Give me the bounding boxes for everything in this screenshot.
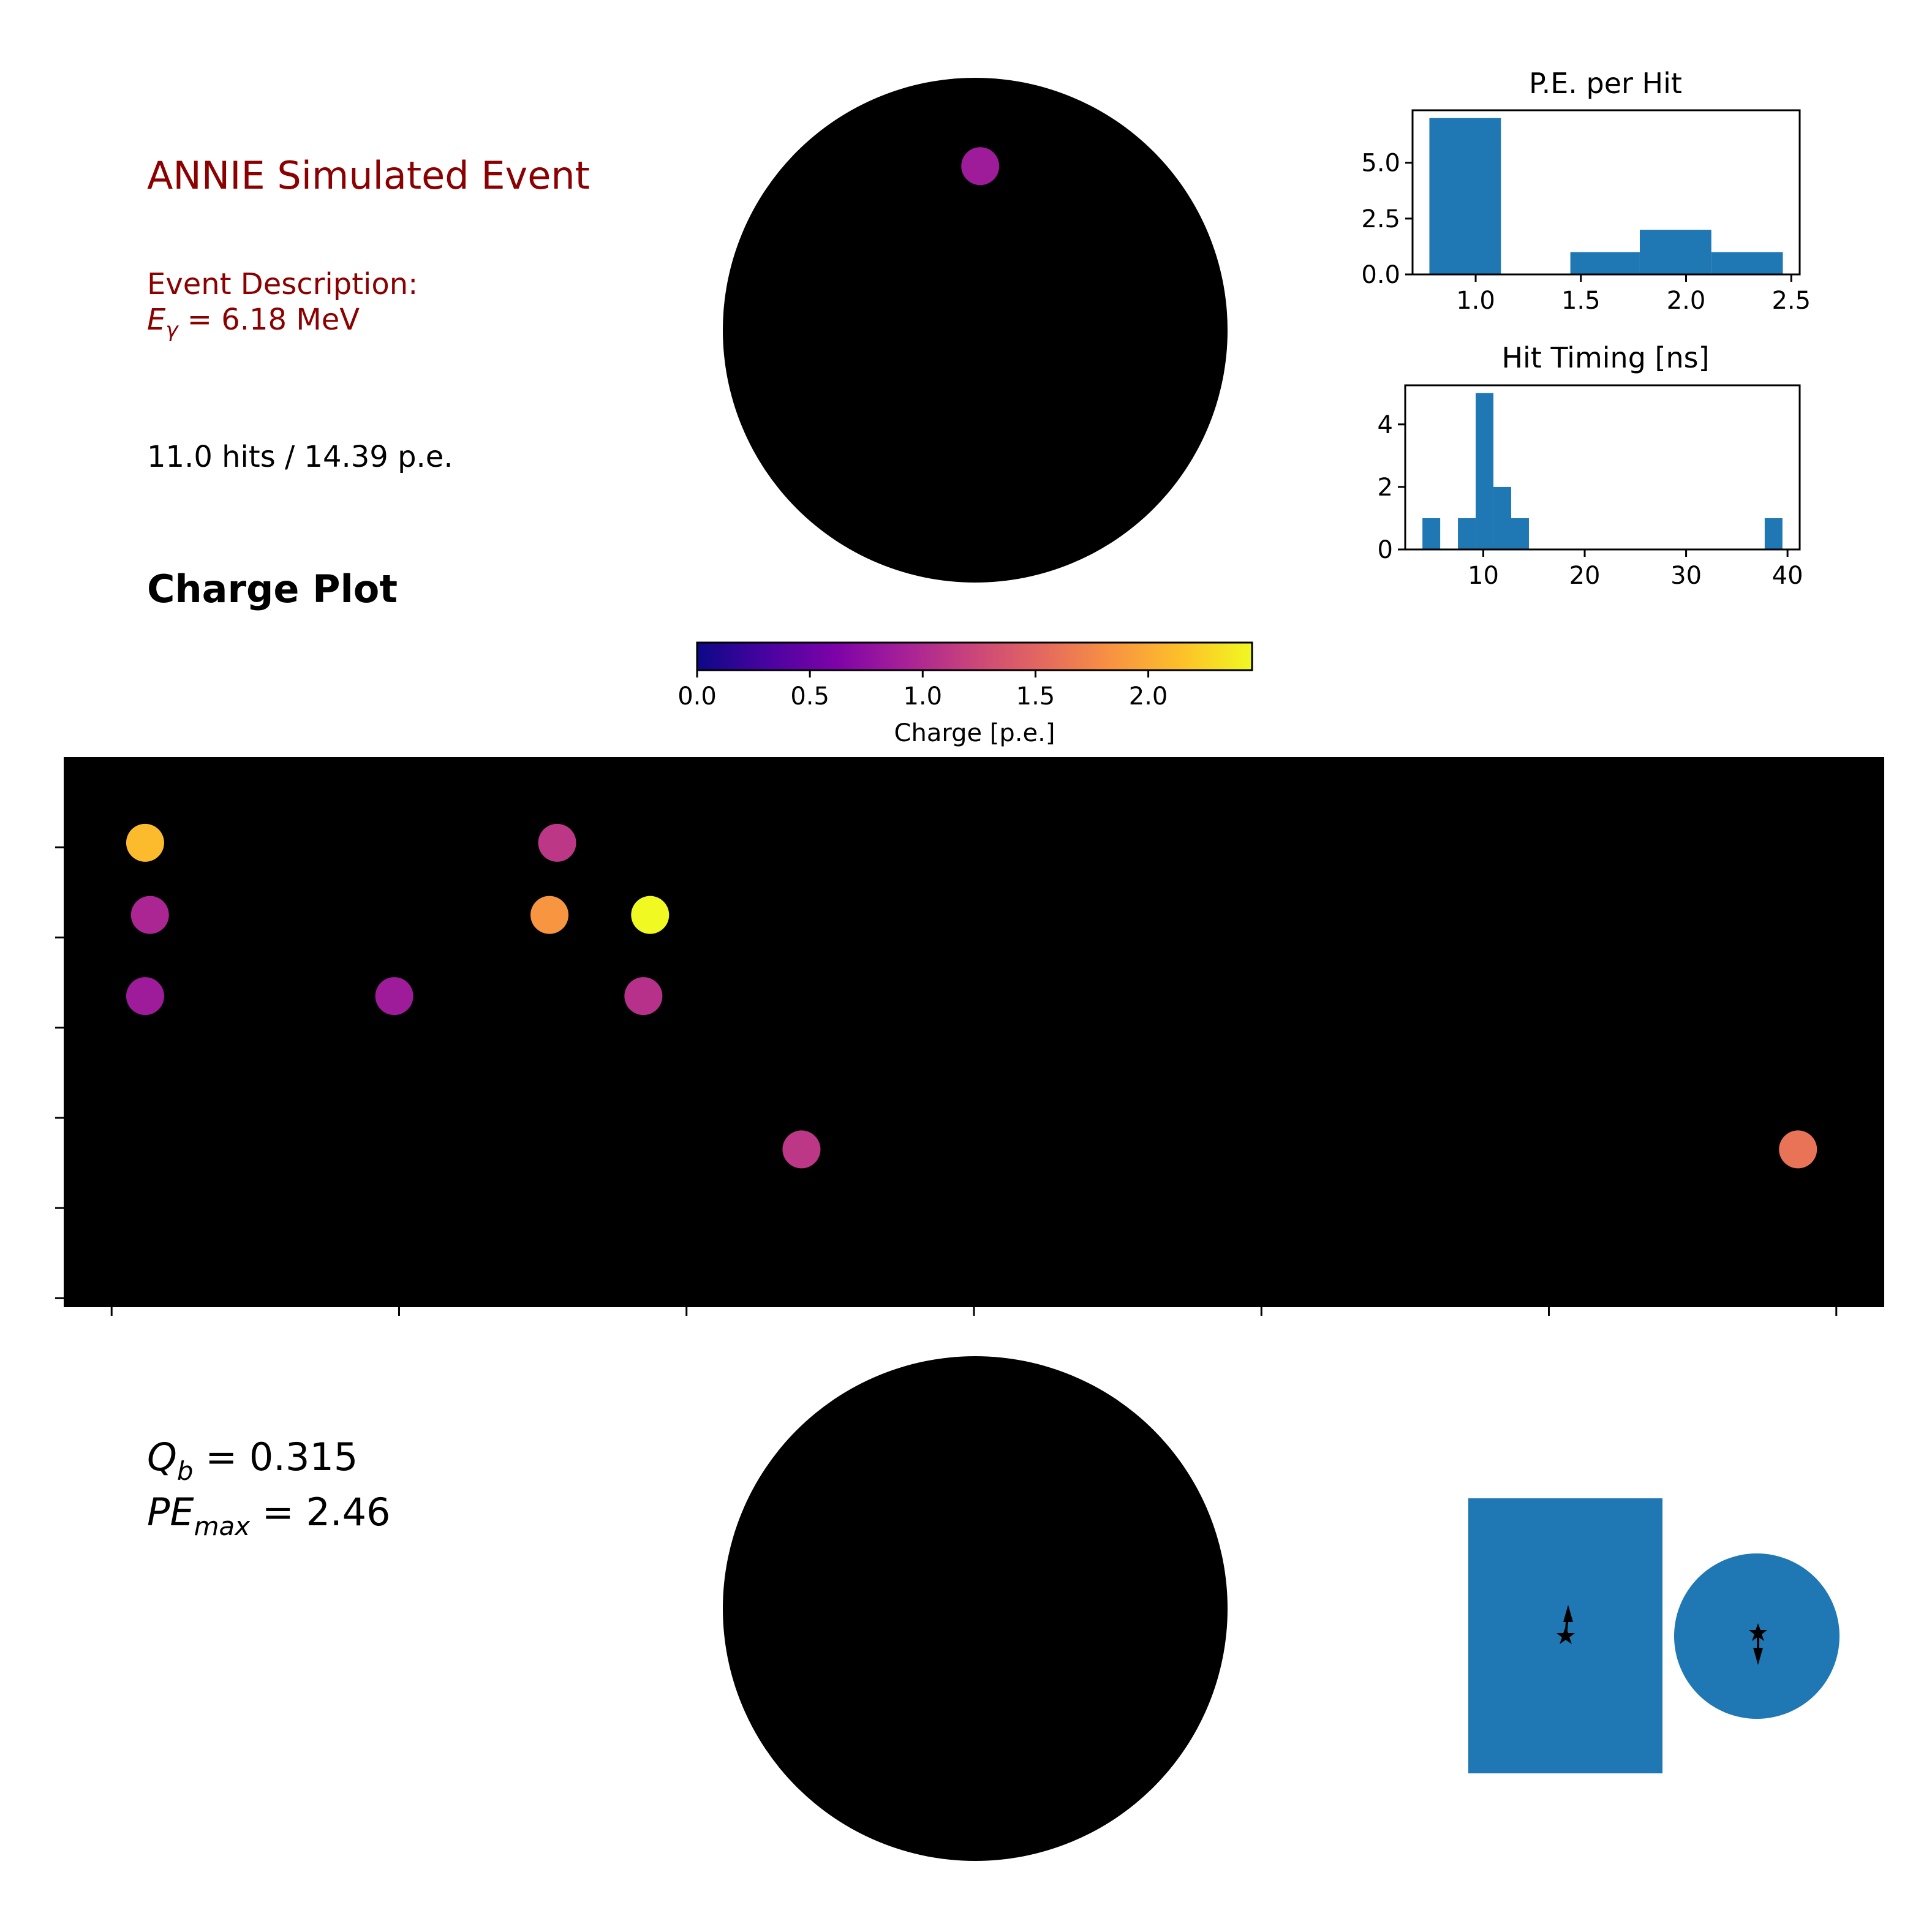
hist2-xtick-label: 40: [1772, 562, 1803, 590]
pe-per-hit-title: P.E. per Hit: [1529, 67, 1682, 100]
hist1-bar: [1711, 252, 1783, 274]
truth-side-vertex-star: [1557, 1626, 1575, 1644]
event-energy: Eγ = 6.18 MeV: [147, 303, 360, 342]
truth-top-arrow-head: [1753, 1648, 1763, 1665]
colorbar-tick-label: 1.5: [1016, 682, 1055, 711]
barrel-hit-point: [1779, 1130, 1817, 1169]
hist1-ytick-label: 2.5: [1361, 205, 1400, 233]
colorbar-tick-label: 0.0: [677, 682, 717, 711]
hist1-xtick-label: 1.5: [1561, 287, 1601, 315]
colorbar-tick-label: 1.0: [903, 682, 942, 711]
hist2-ytick-label: 4: [1378, 411, 1393, 439]
pemax-symbol: PE: [147, 1490, 194, 1534]
charge-plot-label: Charge Plot: [147, 567, 398, 611]
barrel-hit-point: [631, 896, 670, 934]
barrel-hit-point: [782, 1130, 821, 1169]
barrel-hit-point: [538, 823, 576, 862]
hist2-bar: [1476, 393, 1494, 549]
qb-subscript: b: [177, 1456, 194, 1486]
top-cap-hit-point: [961, 147, 1000, 186]
hist2-ytick-label: 2: [1378, 474, 1393, 502]
event-description-label: Event Description:: [147, 267, 418, 301]
colorbar-tick-label: 0.5: [790, 682, 829, 711]
qb-number: = 0.315: [193, 1435, 358, 1479]
pemax-subscript: max: [194, 1511, 251, 1541]
hit-timing-title: Hit Timing [ns]: [1501, 341, 1709, 374]
pe-per-hit-frame: [1411, 109, 1801, 276]
barrel-hit-point: [375, 977, 413, 1016]
hist2-bar: [1422, 518, 1441, 549]
qb-symbol: Q: [147, 1435, 177, 1479]
barrel-hit-point: [530, 896, 569, 934]
barrel-hit-point: [126, 977, 164, 1016]
truth-side-marker: [1557, 1605, 1575, 1644]
hist2-bar: [1511, 518, 1529, 549]
barrel-hit-point: [624, 977, 663, 1016]
hit-timing-x-axis: 10 20 30 40: [1468, 549, 1803, 590]
top-cap-disk: [723, 78, 1228, 583]
pe-per-hit-histogram: P.E. per Hit 1.0 1.5 2.0 2.5 0.0 2.5 5.0: [1361, 67, 1811, 315]
hist2-ytick-label: 0: [1378, 536, 1393, 564]
bottom-cap-disk: [723, 1356, 1228, 1861]
hist1-xtick-label: 2.0: [1667, 287, 1706, 315]
energy-symbol: E: [147, 303, 166, 337]
hist1-bar: [1570, 252, 1640, 274]
barrel-hit-point: [126, 823, 164, 862]
truth-vertex-panel: [1468, 1498, 1840, 1773]
pe-per-hit-bars: [1429, 118, 1783, 274]
colorbar-label: Charge [p.e.]: [894, 719, 1055, 747]
truth-top-marker: [1749, 1623, 1767, 1665]
hist2-bar: [1493, 486, 1512, 549]
truth-side-arrow-head: [1563, 1605, 1573, 1622]
hist1-xtick-label: 2.5: [1772, 287, 1811, 315]
hist1-bar: [1429, 118, 1501, 274]
hist2-bar: [1458, 518, 1476, 549]
colorbar-ticks: 0.0 0.5 1.0 1.5 2.0: [677, 670, 1168, 711]
hits-summary: 11.0 hits / 14.39 p.e.: [147, 440, 453, 474]
barrel-panel: [64, 757, 1884, 1307]
hit-timing-frame: [1404, 384, 1801, 551]
barrel-hit-layer: [126, 823, 1817, 1169]
hit-timing-histogram: Hit Timing [ns] 10 20 30 40 0 2 4: [1378, 341, 1803, 590]
pe-per-hit-y-axis: 0.0 2.5 5.0: [1361, 149, 1413, 289]
hist1-ytick-label: 0.0: [1361, 261, 1400, 289]
hist2-xtick-label: 10: [1468, 562, 1499, 590]
hist2-xtick-label: 30: [1670, 562, 1702, 590]
top-cap-hit-layer: [961, 147, 1000, 186]
barrel-axis-ticks: [55, 846, 1838, 1316]
energy-subscript: γ: [165, 318, 179, 342]
hist1-ytick-label: 5.0: [1361, 149, 1400, 178]
hist1-xtick-label: 1.0: [1456, 287, 1495, 315]
pemax-value: PEmax = 2.46: [147, 1490, 391, 1541]
event-title: ANNIE Simulated Event: [147, 153, 590, 198]
charge-colorbar: 0.0 0.5 1.0 1.5 2.0 Charge [p.e.]: [677, 641, 1253, 747]
hist2-bar: [1764, 518, 1783, 549]
colorbar-gradient: [696, 641, 1253, 671]
energy-value: = 6.18 MeV: [178, 303, 360, 337]
colorbar-tick-label: 2.0: [1129, 682, 1168, 711]
hit-timing-y-axis: 0 2 4: [1378, 411, 1405, 564]
hist1-bar: [1639, 230, 1711, 274]
hist2-xtick-label: 20: [1569, 562, 1601, 590]
hit-timing-bars: [1422, 393, 1783, 549]
barrel-hit-point: [130, 896, 169, 934]
pe-per-hit-x-axis: 1.0 1.5 2.0 2.5: [1456, 274, 1811, 315]
truth-top-vertex-star: [1749, 1623, 1767, 1641]
qb-value: Qb = 0.315: [147, 1435, 358, 1486]
pemax-number: = 2.46: [250, 1490, 390, 1534]
